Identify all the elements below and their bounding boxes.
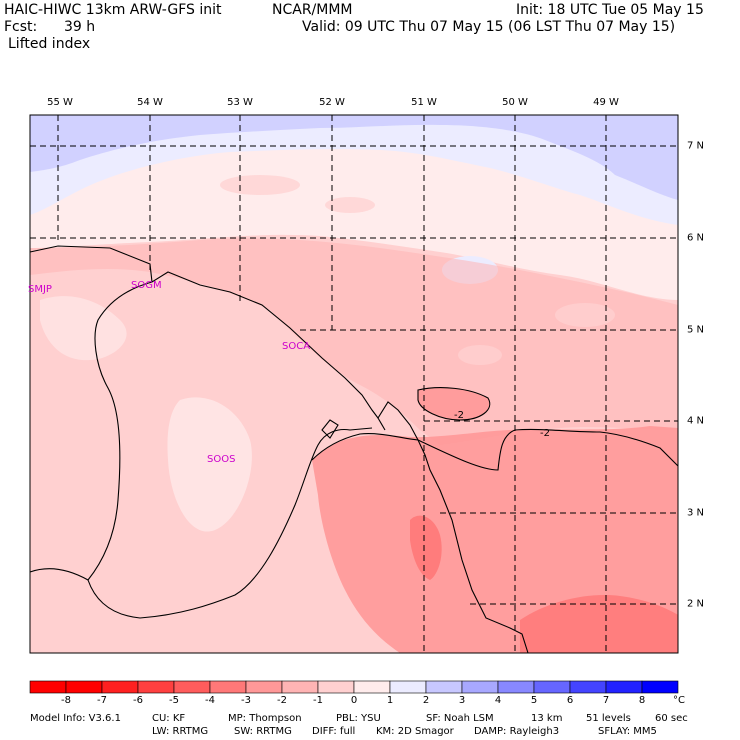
- footer-pbl: PBL: YSU: [336, 713, 381, 724]
- lon-label: 50 W: [502, 97, 528, 108]
- init-time: Init: 18 UTC Tue 05 May 15: [516, 2, 704, 18]
- colorbar-swatch: [29, 680, 67, 694]
- colorbar-tick-label: 4: [494, 695, 502, 706]
- colorbar: [29, 680, 679, 694]
- colorbar-tick-label: -7: [97, 695, 107, 706]
- colorbar-tick-label: 3: [458, 695, 466, 706]
- colorbar-swatch: [317, 680, 355, 694]
- lat-label: 4 N: [687, 415, 705, 427]
- colorbar-tick-label: 0: [350, 695, 358, 706]
- colorbar-tick-label: -3: [241, 695, 251, 706]
- footer-resolution: 13 km: [531, 713, 563, 724]
- colorbar-swatch: [173, 680, 211, 694]
- footer-levels: 51 levels: [586, 713, 631, 724]
- lat-label: 2 N: [687, 598, 705, 610]
- lon-label: 49 W: [593, 97, 619, 108]
- footer-model-info: Model Info: V3.6.1: [30, 713, 121, 724]
- colorbar-swatch: [533, 680, 571, 694]
- colorbar-swatch: [569, 680, 607, 694]
- colorbar-swatch: [65, 680, 103, 694]
- colorbar-tick-label: -8: [61, 695, 71, 706]
- station-soos: SOOS: [207, 454, 235, 465]
- forecast-label: Fcst:: [4, 19, 38, 35]
- colorbar-swatch: [137, 680, 175, 694]
- lat-label: 7 N: [687, 140, 705, 152]
- colorbar-tick-label: -6: [133, 695, 143, 706]
- lon-label: 53 W: [227, 97, 253, 108]
- contour-label: -2: [454, 410, 464, 421]
- colorbar-tick-label: -1: [313, 695, 323, 706]
- colorbar-swatch: [101, 680, 139, 694]
- lon-label: 51 W: [411, 97, 437, 108]
- forecast-hour: 39 h: [64, 19, 96, 35]
- valid-time: Valid: 09 UTC Thu 07 May 15 (06 LST Thu …: [302, 19, 676, 35]
- colorbar-swatch: [281, 680, 319, 694]
- colorbar-tick-label: 6: [566, 695, 574, 706]
- station-soca: SOCA: [282, 341, 310, 352]
- lon-label: 52 W: [319, 97, 345, 108]
- map-frame: [29, 114, 679, 654]
- footer-lw: LW: RRTMG: [152, 726, 209, 737]
- colorbar-swatch: [245, 680, 283, 694]
- colorbar-tick-label: 7: [602, 695, 610, 706]
- colorbar-swatch: [461, 680, 499, 694]
- footer-km: KM: 2D Smagor: [376, 726, 454, 737]
- lat-label: 6 N: [687, 232, 705, 244]
- colorbar-swatch: [605, 680, 643, 694]
- shaded-field: [30, 115, 678, 653]
- coastline: [29, 245, 679, 654]
- colorbar-swatch: [389, 680, 427, 694]
- station-smjp: SMJP: [28, 284, 52, 295]
- footer-timestep: 60 sec: [655, 713, 688, 724]
- footer-mp: MP: Thompson: [228, 713, 302, 724]
- colorbar-tick-label: 8: [638, 695, 646, 706]
- colorbar-tick-label: -4: [205, 695, 215, 706]
- footer-sf: SF: Noah LSM: [426, 713, 494, 724]
- footer-sflay: SFLAY: MM5: [598, 726, 657, 737]
- contour-label: -2: [540, 428, 550, 439]
- colorbar-swatch: [425, 680, 463, 694]
- colorbar-tick-label: 5: [530, 695, 538, 706]
- lat-label: 5 N: [687, 324, 705, 336]
- footer-sw: SW: RRTMG: [234, 726, 292, 737]
- colorbar-swatch: [497, 680, 535, 694]
- footer-cu: CU: KF: [152, 713, 186, 724]
- lon-label: 55 W: [47, 97, 73, 108]
- station-sogm: SOGM: [131, 280, 162, 291]
- field-name: Lifted index: [8, 36, 91, 52]
- footer-damp: DAMP: Rayleigh3: [474, 726, 560, 737]
- organization: NCAR/MMM: [272, 2, 353, 18]
- colorbar-swatch: [209, 680, 247, 694]
- colorbar-swatch: [353, 680, 391, 694]
- footer-diff: DIFF: full: [312, 726, 356, 737]
- colorbar-swatch: [641, 680, 679, 694]
- model-title: HAIC-HIWC 13km ARW-GFS init: [4, 2, 222, 18]
- colorbar-tick-label: 1: [386, 695, 394, 706]
- lat-label: 3 N: [687, 507, 705, 519]
- colorbar-unit: °C: [673, 695, 685, 706]
- colorbar-tick-label: -5: [169, 695, 179, 706]
- lon-label: 54 W: [137, 97, 163, 108]
- colorbar-tick-label: -2: [277, 695, 287, 706]
- colorbar-tick-label: 2: [422, 695, 430, 706]
- graticule: [30, 115, 678, 653]
